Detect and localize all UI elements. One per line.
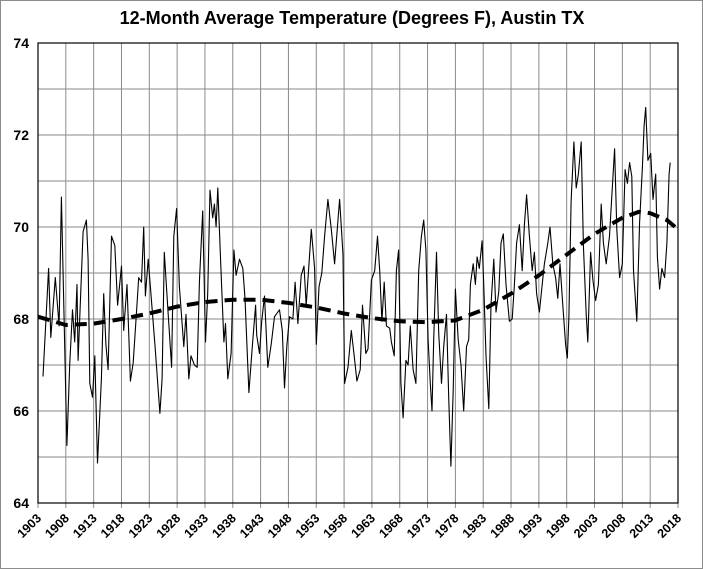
y-tick-label: 66 bbox=[13, 403, 29, 419]
x-tick-label: 1968 bbox=[376, 511, 406, 541]
x-tick-label: 2013 bbox=[627, 511, 657, 541]
x-tick-label: 1928 bbox=[154, 511, 184, 541]
x-tick-label: 1963 bbox=[348, 511, 378, 541]
x-tick-label: 2003 bbox=[571, 511, 601, 541]
chart-title: 12-Month Average Temperature (Degrees F)… bbox=[120, 8, 585, 28]
x-tick-label: 1908 bbox=[42, 511, 72, 541]
x-tick-label: 1923 bbox=[126, 511, 156, 541]
x-tick-label: 1993 bbox=[515, 511, 545, 541]
x-tick-label: 1973 bbox=[404, 511, 434, 541]
x-tick-label: 2018 bbox=[655, 511, 685, 541]
x-tick-label: 1953 bbox=[293, 511, 323, 541]
x-tick-label: 1948 bbox=[265, 511, 295, 541]
x-tick-label: 1958 bbox=[321, 511, 351, 541]
x-tick-label: 1933 bbox=[182, 511, 212, 541]
x-tick-label: 1913 bbox=[70, 511, 100, 541]
x-axis-ticks: 1903190819131918192319281933193819431948… bbox=[15, 511, 685, 541]
series-group bbox=[37, 106, 680, 467]
trend-line-series bbox=[37, 209, 680, 327]
x-tick-label: 1998 bbox=[543, 511, 573, 541]
y-tick-label: 68 bbox=[13, 311, 29, 327]
y-tick-label: 70 bbox=[13, 219, 29, 235]
x-tick-label: 2008 bbox=[599, 511, 629, 541]
y-tick-label: 64 bbox=[13, 495, 29, 511]
y-tick-label: 74 bbox=[13, 35, 29, 51]
temperature-line-series bbox=[42, 106, 671, 467]
x-tick-label: 1978 bbox=[432, 511, 462, 541]
y-tick-label: 72 bbox=[13, 127, 29, 143]
x-tick-label: 1903 bbox=[15, 511, 45, 541]
x-tick-label: 1983 bbox=[460, 511, 490, 541]
y-axis-ticks: 64 66 68 70 72 74 bbox=[13, 35, 29, 511]
x-tick-label: 1918 bbox=[98, 511, 128, 541]
x-tick-label: 1938 bbox=[209, 511, 239, 541]
x-tick-label: 1988 bbox=[488, 511, 518, 541]
gridlines bbox=[37, 42, 679, 508]
x-tick-label: 1943 bbox=[237, 511, 267, 541]
plot-area-border bbox=[37, 42, 679, 504]
